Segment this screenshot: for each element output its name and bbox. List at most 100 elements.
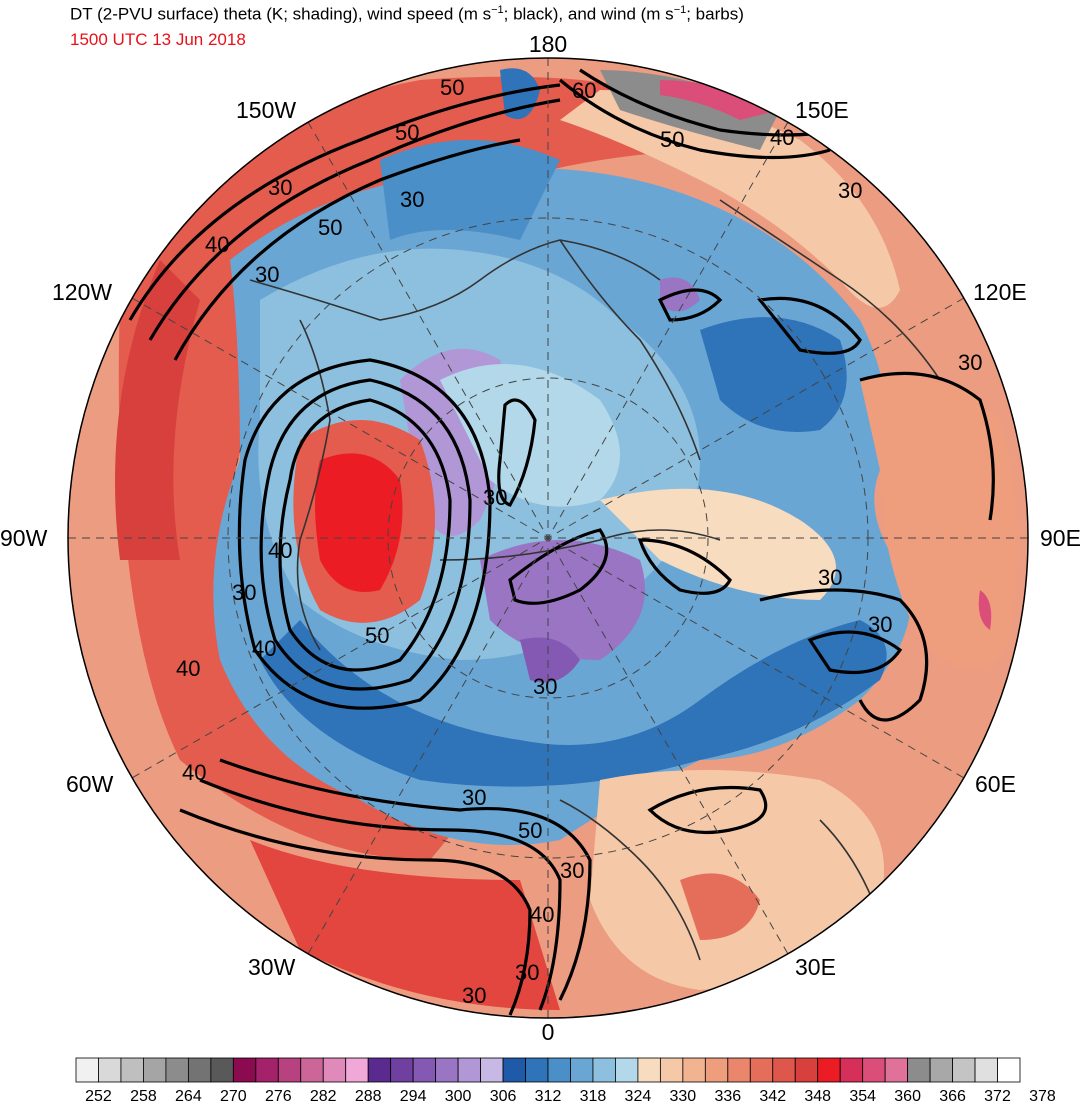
- colorbar-tick-label: 378: [1029, 1088, 1056, 1105]
- colorbar-box: [749, 1057, 774, 1083]
- colorbar-box: [412, 1057, 437, 1083]
- colorbar-box: [367, 1057, 392, 1083]
- contour-label: 30: [868, 612, 892, 637]
- colorbar-box: [974, 1057, 998, 1083]
- contour-label: 30: [462, 983, 486, 1008]
- colorbar-box: [435, 1057, 459, 1083]
- contour-label: 30: [958, 350, 982, 375]
- colorbar-tick-label: 312: [535, 1088, 562, 1105]
- colorbar-tick-label: 348: [804, 1088, 831, 1105]
- contour-label: 30: [533, 674, 557, 699]
- colorbar-tick-label: 276: [265, 1088, 292, 1105]
- contour-label: 50: [660, 127, 684, 152]
- contour-labels: 50 60 50 40 50 30 30 50 40 30 30 40 30 5…: [176, 75, 982, 1008]
- contour-label: 30: [483, 485, 507, 510]
- colorbar-box: [862, 1057, 886, 1083]
- colorbar-box: [75, 1057, 99, 1083]
- colorbar-box: [187, 1057, 212, 1083]
- colorbar-tick-label: 336: [714, 1088, 741, 1105]
- contour-label: 40: [182, 760, 206, 785]
- colorbar-box: [884, 1057, 909, 1083]
- colorbar-tick-label: 282: [310, 1088, 337, 1105]
- lon-label-180: 180: [529, 31, 567, 57]
- contour-label: 40: [770, 125, 794, 150]
- colorbar-box: [772, 1057, 796, 1083]
- colorbar-tick-label: 354: [849, 1088, 876, 1105]
- colorbar: [75, 1057, 1021, 1083]
- colorbar-tick-label: 300: [445, 1088, 472, 1105]
- contour-label: 30: [232, 580, 256, 605]
- longitude-labels: 180 150E 120E 90E 60E 30E 0 30W 60W 90W …: [0, 31, 1081, 1045]
- lon-label-90w: 90W: [0, 525, 48, 551]
- contour-label: 30: [515, 960, 539, 985]
- wind-speed-contours: [128, 68, 995, 1016]
- colorbar-box: [615, 1057, 639, 1083]
- colorbar-box: [210, 1057, 234, 1083]
- colorbar-box: [232, 1057, 257, 1083]
- graticule: [68, 58, 1028, 1018]
- colorbar-box: [570, 1057, 594, 1083]
- contour-label: 50: [365, 623, 389, 648]
- colorbar-tick-label: 372: [984, 1088, 1011, 1105]
- contour-label: 40: [268, 538, 292, 563]
- contour-label: 30: [838, 178, 862, 203]
- contour-label: 60: [572, 78, 596, 103]
- colorbar-box: [480, 1057, 504, 1083]
- colorbar-box: [277, 1057, 302, 1083]
- colorbar-tick-label: 318: [580, 1088, 607, 1105]
- colorbar-box: [502, 1057, 526, 1083]
- colorbar-tick-label: 330: [670, 1088, 697, 1105]
- lon-label-30w: 30W: [248, 954, 296, 980]
- colorbar-box: [525, 1057, 549, 1083]
- colorbar-box: [165, 1057, 189, 1083]
- lon-label-30e: 30E: [795, 954, 836, 980]
- colorbar-box: [817, 1057, 841, 1083]
- lon-label-0: 0: [542, 1019, 555, 1045]
- colorbar-box: [839, 1057, 864, 1083]
- colorbar-tick-label: 258: [130, 1088, 157, 1105]
- lon-label-60w: 60W: [66, 771, 114, 797]
- contour-label: 30: [462, 785, 486, 810]
- colorbar-labels: 252 258 264 270 276 282 288 294 300 306 312 318 324 3…: [85, 1088, 1056, 1105]
- contour-label: 50: [395, 120, 419, 145]
- colorbar-tick-label: 360: [894, 1088, 921, 1105]
- colorbar-box: [322, 1057, 347, 1083]
- lon-label-60e: 60E: [975, 771, 1016, 797]
- colorbar-box: [143, 1057, 167, 1083]
- contour-label: 50: [518, 818, 542, 843]
- contour-label: 30: [400, 187, 424, 212]
- colorbar-box: [727, 1057, 751, 1083]
- colorbar-tick-label: 264: [175, 1088, 202, 1105]
- contour-label: 50: [440, 75, 464, 100]
- colorbar-box: [457, 1057, 481, 1083]
- lon-label-150w: 150W: [236, 97, 296, 123]
- colorbar-box: [637, 1057, 661, 1083]
- colorbar-tick-label: 294: [400, 1088, 427, 1105]
- figure-title: DT (2-PVU surface) theta (K; shading), w…: [70, 4, 744, 24]
- lon-label-150e: 150E: [795, 97, 849, 123]
- contour-label: 40: [530, 902, 554, 927]
- coastlines: [249, 199, 941, 961]
- contour-label: 30: [268, 175, 292, 200]
- map-boundary: [67, 57, 1029, 1019]
- colorbar-box: [592, 1057, 616, 1083]
- colorbar-box: [98, 1057, 122, 1083]
- contour-label: 50: [318, 215, 342, 240]
- contour-label: 30: [560, 858, 584, 883]
- colorbar-box: [390, 1057, 414, 1083]
- lon-label-120w: 120W: [52, 279, 112, 305]
- colorbar-box: [120, 1057, 144, 1083]
- lon-label-90e: 90E: [1040, 525, 1081, 551]
- lon-label-120e: 120E: [973, 279, 1027, 305]
- colorbar-tick-label: 366: [939, 1088, 966, 1105]
- contour-label: 30: [255, 262, 279, 287]
- colorbar-box: [929, 1057, 953, 1083]
- colorbar-box: [704, 1057, 729, 1083]
- contour-label: 40: [205, 232, 229, 257]
- colorbar-tick-label: 342: [759, 1088, 786, 1105]
- valid-time-subtitle: 1500 UTC 13 Jun 2018: [70, 30, 246, 49]
- colorbar-tick-label: 270: [220, 1088, 247, 1105]
- colorbar-tick-label: 306: [490, 1088, 517, 1105]
- colorbar-tick-label: 324: [625, 1088, 652, 1105]
